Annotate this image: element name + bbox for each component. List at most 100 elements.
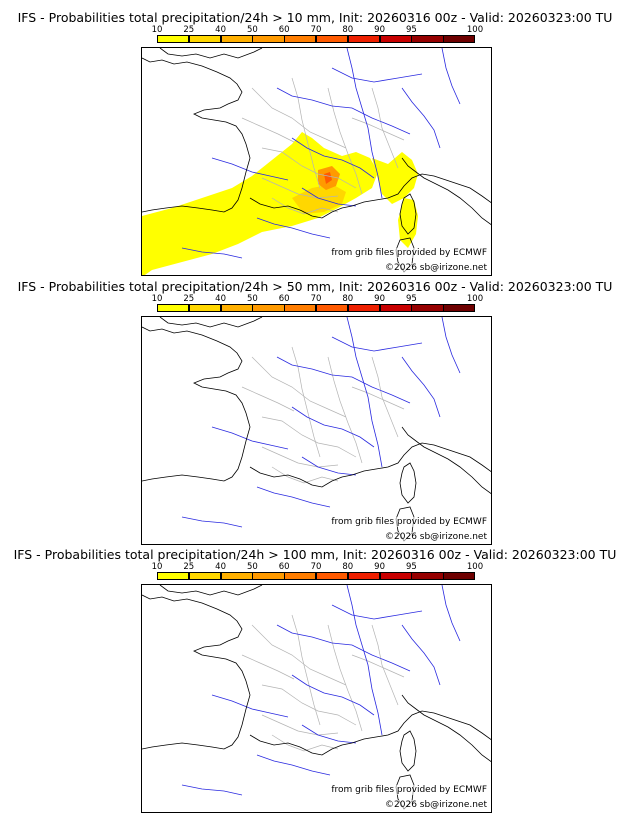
coastline [401,694,491,763]
colorbar-tick-label: 90 [374,25,386,35]
colorbar-segment [443,35,476,43]
colorbar-tick-label: 90 [374,562,386,572]
river [276,356,411,404]
admin-border [351,117,405,141]
precip-probability-area [372,152,418,204]
panel-title: IFS - Probabilities total precipitation/… [13,547,617,562]
colorbar-segment [252,35,285,43]
coastline [159,317,263,328]
river [291,137,375,179]
admin-border [271,466,339,484]
admin-border [271,197,339,215]
coastline [142,326,251,482]
colorbar-segment [316,304,349,312]
colorbar-ticks: 10 25 40 50 60 70 80 90 95 100 [152,25,484,35]
colorbar-segment [188,572,222,580]
admin-border [371,356,399,438]
admin-border [327,624,363,732]
probability-map: from grib files provided by ECMWF ©2026 … [141,584,492,813]
colorbar-tick-label: 25 [183,294,195,304]
admin-border [351,654,405,678]
colorbar-segment [284,35,317,43]
colorbar-segment [347,572,381,580]
colorbar [157,35,476,44]
colorbar-tick-label: 80 [342,25,354,35]
coastline [159,48,263,59]
river [256,754,331,776]
precip-probability-area [324,172,332,184]
colorbar-segment [220,35,253,43]
colorbar-tick-label: 10 [151,25,163,35]
river [291,406,375,448]
colorbar-segment [443,304,476,312]
admin-border [291,614,321,726]
colorbar-segment [157,572,190,580]
colorbar-segment [252,304,285,312]
admin-border [261,147,357,189]
admin-border [251,624,347,686]
probability-map: from grib files provided by ECMWF ©2026 … [141,47,492,276]
colorbar-tick-label: 40 [215,294,227,304]
admin-border [261,684,357,726]
colorbar-segment [379,304,412,312]
river [331,604,423,620]
coastline [401,157,491,226]
river [401,356,441,418]
precip-probability-area [398,198,418,248]
coastline [142,594,251,750]
colorbar-tick-label: 50 [246,562,258,572]
colorbar-segment [157,304,190,312]
river [301,724,357,744]
colorbar-ticks: 10 25 40 50 60 70 80 90 95 100 [152,294,484,304]
admin-border [351,386,405,410]
colorbar-segment [252,572,285,580]
source-credit: from grib files provided by ECMWF [331,785,487,795]
admin-border [327,87,363,195]
admin-border [241,654,295,680]
coastline [401,426,491,495]
admin-border [251,356,347,418]
island-coastline [399,193,417,235]
colorbar-segment [379,572,412,580]
colorbar-segment [347,304,381,312]
colorbar-tick-label: 95 [405,562,417,572]
colorbar-segment [284,572,317,580]
colorbar-tick-label: 80 [342,562,354,572]
colorbar-tick-label: 95 [405,25,417,35]
source-credit: from grib files provided by ECMWF [331,248,487,258]
copyright-credit: ©2026 sb@irizone.net [385,532,487,542]
admin-border [327,356,363,464]
source-credit: from grib files provided by ECMWF [331,517,487,527]
river [346,585,383,736]
admin-border [271,734,339,752]
colorbar-segment [411,572,444,580]
colorbar-tick-label: 100 [466,294,484,304]
colorbar-segment [284,304,317,312]
river [441,585,461,642]
island-coastline [399,730,417,772]
probability-map: from grib files provided by ECMWF ©2026 … [141,316,492,545]
colorbar-segment [411,35,444,43]
admin-border [251,87,347,149]
coastline [249,710,491,756]
colorbar-tick-label: 100 [466,25,484,35]
colorbar-tick-label: 10 [151,294,163,304]
colorbar-segment [157,35,190,43]
colorbar-tick-label: 40 [215,562,227,572]
colorbar-tick-label: 60 [278,25,290,35]
colorbar-tick-label: 90 [374,294,386,304]
coastline [159,585,263,596]
colorbar-tick-label: 10 [151,562,163,572]
river [291,674,375,716]
admin-border [261,714,339,736]
colorbar-tick-label: 60 [278,294,290,304]
panel-100mm: IFS - Probabilities total precipitation/… [0,548,630,818]
river [181,784,243,796]
colorbar-tick-label: 50 [246,25,258,35]
river [211,157,289,181]
river [346,48,383,199]
admin-border [291,77,321,189]
colorbar-segment [316,35,349,43]
panel-50mm: IFS - Probabilities total precipitation/… [0,280,630,550]
colorbar-tick-label: 40 [215,25,227,35]
